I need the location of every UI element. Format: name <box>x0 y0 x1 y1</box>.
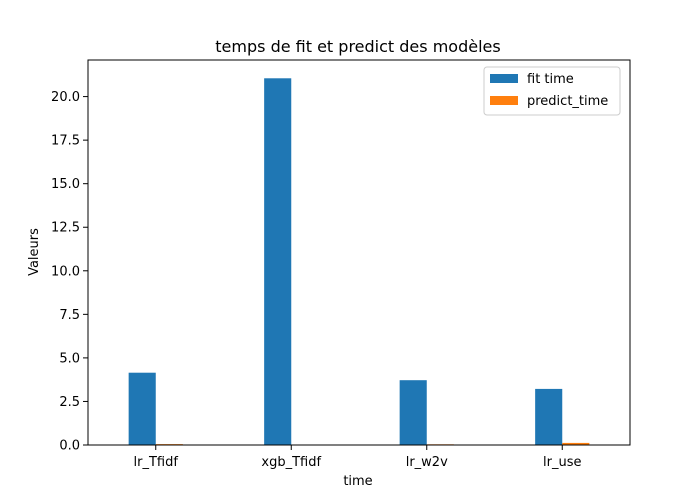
legend-swatch <box>490 96 518 105</box>
y-tick-label: 12.5 <box>51 221 80 236</box>
y-tick-label: 10.0 <box>51 264 80 279</box>
x-axis: lr_Tfidf xgb_Tfidf lr_w2v lr_use <box>134 445 582 470</box>
x-axis-label: time <box>343 474 372 489</box>
x-tick-label: lr_use <box>543 455 581 470</box>
y-tick-label: 2.5 <box>59 395 80 410</box>
y-tick-label: 7.5 <box>59 308 80 323</box>
y-tick-label: 0.0 <box>59 439 80 454</box>
x-tick-label: xgb_Tfidf <box>261 455 321 470</box>
y-axis-label: Valeurs <box>27 228 42 276</box>
y-tick-label: 20.0 <box>51 90 80 105</box>
y-tick-label: 17.5 <box>51 134 80 149</box>
x-tick-label: lr_w2v <box>406 455 448 470</box>
x-tick-label: lr_Tfidf <box>134 455 179 470</box>
plot-frame <box>88 60 630 445</box>
legend: fit time predict_time <box>484 67 620 115</box>
bar-fit-time-lr_use <box>535 389 562 445</box>
bars-layer <box>129 78 590 445</box>
y-tick-label: 15.0 <box>51 177 80 192</box>
chart-title: temps de fit et predict des modèles <box>215 37 500 56</box>
bar-fit-time-lr_w2v <box>400 380 427 445</box>
y-axis: 0.0 2.5 5.0 7.5 10.0 12.5 15.0 17.5 20.0 <box>51 90 88 453</box>
bar-fit-time-lr_tfidf <box>129 373 156 445</box>
legend-label: fit time <box>527 72 574 87</box>
legend-swatch <box>490 74 518 83</box>
legend-label: predict_time <box>527 94 608 109</box>
bar-fit-time-xgb_tfidf <box>264 78 291 445</box>
y-tick-label: 5.0 <box>59 351 80 366</box>
